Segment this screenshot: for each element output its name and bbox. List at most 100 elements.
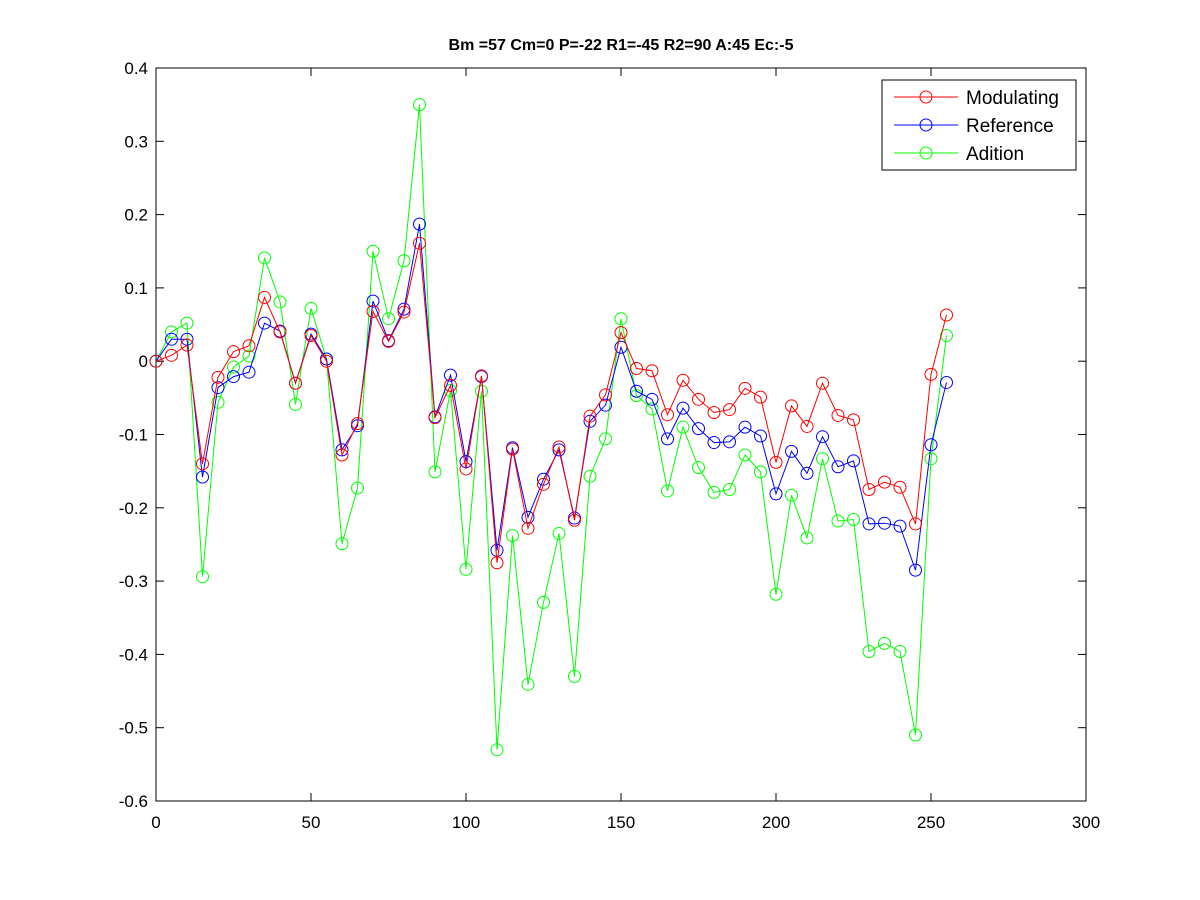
legend-entry-reference: Reference	[894, 116, 1054, 137]
data-point	[211, 395, 225, 409]
data-point	[800, 419, 814, 433]
data-point	[258, 290, 271, 304]
data-point	[211, 381, 225, 395]
data-point	[475, 369, 488, 383]
x-tick-label: 50	[302, 813, 321, 832]
data-point	[382, 334, 395, 348]
data-point	[521, 677, 535, 691]
data-point	[893, 480, 907, 494]
data-point	[630, 389, 643, 403]
y-tick-label: -0.4	[119, 645, 148, 664]
data-point	[800, 466, 814, 480]
data-point	[785, 399, 798, 413]
legend-marker	[919, 118, 933, 132]
legend: Modulating Reference Adition	[881, 79, 1077, 171]
data-point	[831, 514, 845, 528]
y-tick-label: 0.4	[124, 59, 148, 78]
y-tick-label: -0.5	[119, 719, 148, 738]
data-point	[273, 295, 287, 309]
legend-marker	[919, 90, 933, 104]
data-point	[289, 376, 302, 390]
data-point	[692, 392, 705, 406]
data-point	[723, 435, 736, 449]
data-point	[940, 375, 953, 389]
data-point	[909, 563, 922, 577]
data-point	[320, 354, 333, 368]
data-point	[273, 325, 287, 339]
data-point	[351, 481, 364, 495]
data-point	[583, 469, 597, 483]
data-point	[707, 485, 721, 499]
data-point	[227, 360, 240, 374]
data-point	[552, 526, 566, 540]
data-point	[800, 531, 814, 545]
data-point	[242, 365, 256, 379]
data-point	[847, 454, 860, 468]
y-tick-label: -0.2	[119, 499, 148, 518]
data-point	[289, 397, 302, 411]
y-tick-label: -0.6	[119, 792, 148, 811]
data-point	[661, 408, 674, 422]
data-point	[893, 519, 907, 533]
data-point	[490, 556, 504, 570]
legend-marker	[919, 146, 933, 160]
data-point	[692, 460, 705, 474]
data-point	[754, 390, 767, 404]
data-point	[645, 392, 659, 406]
data-point	[149, 354, 163, 368]
data-point	[413, 98, 426, 112]
data-point	[583, 409, 597, 423]
data-point	[397, 305, 411, 319]
legend-entry-modulating: Modulating	[894, 88, 1059, 109]
legend-label: Modulating	[966, 88, 1059, 109]
data-point	[537, 477, 550, 491]
data-point	[754, 429, 767, 443]
data-point	[304, 329, 318, 343]
y-tick-label: 0	[139, 352, 148, 371]
data-point	[366, 304, 380, 318]
data-point	[738, 448, 752, 462]
data-point	[847, 413, 860, 427]
y-tick-label: 0.3	[124, 132, 148, 151]
data-point	[738, 420, 752, 434]
data-point	[878, 516, 891, 530]
data-point	[893, 644, 907, 658]
data-point	[227, 370, 240, 384]
data-point	[351, 417, 364, 430]
data-point	[165, 325, 178, 339]
data-point	[568, 513, 581, 527]
data-point	[909, 728, 922, 742]
data-point	[258, 316, 271, 330]
data-point	[459, 462, 473, 476]
plot-area	[155, 67, 1087, 802]
data-point	[413, 236, 426, 250]
data-point	[475, 384, 488, 398]
data-point	[521, 510, 535, 524]
data-point	[707, 406, 721, 420]
y-tick-label: 0.1	[124, 279, 148, 298]
data-point	[397, 302, 411, 316]
data-point	[676, 373, 690, 387]
data-point	[940, 308, 953, 322]
data-point	[397, 254, 411, 268]
data-point	[242, 339, 256, 353]
x-tick-label: 300	[1072, 813, 1100, 832]
data-point	[366, 244, 380, 258]
data-point	[165, 332, 178, 346]
data-point	[552, 440, 566, 454]
data-point	[614, 312, 628, 326]
data-point	[614, 326, 628, 340]
data-point	[862, 482, 876, 496]
data-point	[444, 378, 457, 392]
data-point	[769, 487, 783, 501]
y-tick-label: -0.3	[119, 572, 148, 591]
data-point	[831, 460, 845, 474]
chart-title: Bm =57 Cm=0 P=-22 R1=-45 R2=90 A:45 Ec:-…	[449, 37, 794, 54]
y-tick-label: -0.1	[119, 426, 148, 445]
data-point	[490, 743, 504, 757]
data-point	[816, 452, 829, 466]
data-point	[847, 513, 860, 527]
data-point	[769, 587, 783, 601]
data-point	[506, 442, 519, 456]
